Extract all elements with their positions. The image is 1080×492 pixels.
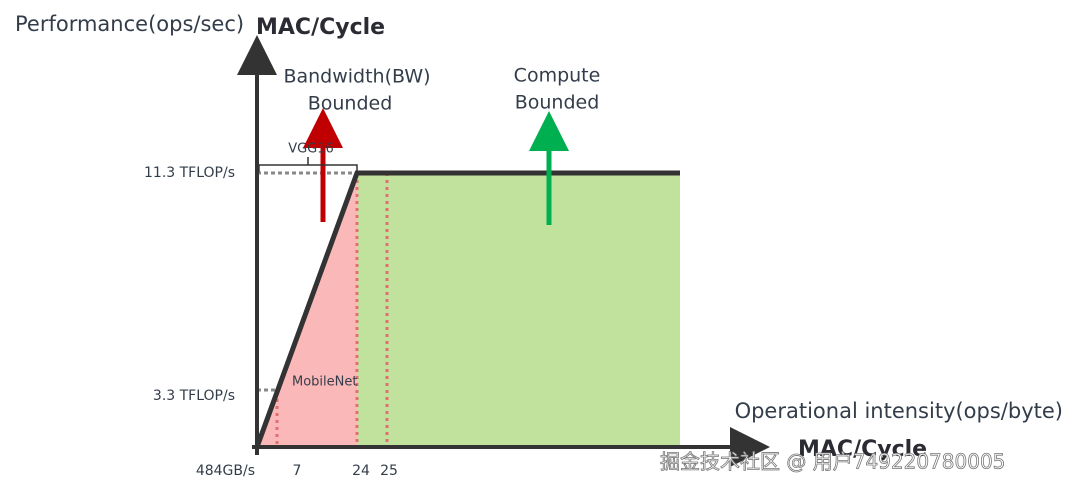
- watermark: 掘金技术社区 @ 用户749220780005: [660, 450, 1005, 474]
- region-label: Compute: [514, 65, 601, 87]
- y-tick-label: 11.3 TFLOP/s: [144, 165, 235, 181]
- x-tick-label: 484GB/s: [196, 463, 255, 479]
- region-label: Bounded: [515, 92, 600, 114]
- model-markers: [275, 173, 389, 447]
- vgg-bracket: [258, 157, 358, 172]
- compute-region: [357, 173, 680, 447]
- region-label: Bandwidth(BW): [283, 66, 430, 88]
- x-axis-unit: MAC/Cycle: [798, 437, 927, 462]
- x-tick-label: 7: [293, 463, 302, 479]
- guide-lines: [257, 171, 357, 392]
- x-tick-label: 24: [352, 463, 370, 479]
- y-axis-unit: MAC/Cycle: [256, 15, 385, 40]
- y-axis-title: Performance(ops/sec): [15, 12, 244, 36]
- model-label: MobileNet: [292, 375, 357, 390]
- y-tick-label: 3.3 TFLOP/s: [153, 388, 235, 404]
- x-axis-title: Operational intensity(ops/byte): [735, 399, 1063, 423]
- model-label: VGG16: [288, 142, 334, 157]
- x-tick-label: 25: [380, 463, 398, 479]
- region-label: Bounded: [308, 93, 393, 115]
- roofline: [254, 170, 680, 448]
